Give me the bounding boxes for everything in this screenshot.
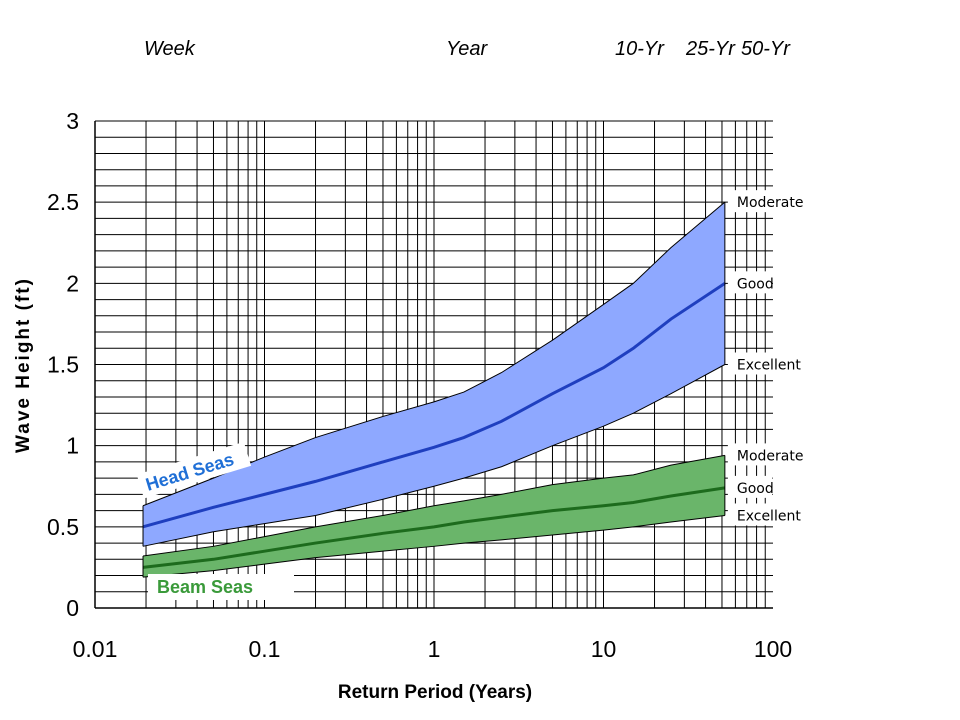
band-labels: Moderate Good Excellent Moderate Good Excelle… [727, 190, 816, 526]
y-tick-label: 2.5 [47, 189, 79, 215]
beam-seas-label-bg [148, 574, 294, 600]
band-label-lower: Excellent [737, 508, 801, 524]
top-label-50yr: 50-Yr [741, 38, 791, 60]
top-label-10yr: 10-Yr [615, 38, 665, 60]
y-tick-label: 0.5 [47, 514, 79, 540]
head-seas-center-line [142, 282, 726, 529]
head-seas-label-bg [136, 441, 252, 499]
beam-seas-label: Beam Seas [157, 577, 253, 597]
head-seas-upper-line [142, 201, 726, 507]
y-tick-label: 0 [66, 595, 79, 621]
top-label-year: Year [446, 38, 488, 60]
bands [142, 201, 726, 578]
y-tick-label: 1.5 [47, 352, 79, 378]
head-seas-band [143, 202, 725, 547]
band-label-bg [727, 271, 773, 294]
tick-labels: 0.01 0.1 1 10 100 0 0.5 1 1.5 2 2.5 3 [47, 108, 792, 662]
band-label-upper: Moderate [737, 195, 804, 211]
x-axis-title: Return Period (Years) [338, 682, 532, 703]
y-axis-title: Wave Height (ft) [13, 277, 34, 453]
x-tick-label: 1 [428, 636, 441, 662]
y-tick-label: 2 [66, 270, 79, 296]
band-label-upper: Moderate [737, 448, 804, 464]
beam-seas-upper-line [142, 454, 725, 557]
head-seas-lower-line [142, 364, 726, 547]
top-label-week: Week [144, 38, 196, 60]
band-label-bg [727, 503, 816, 526]
beam-seas-center-line [142, 486, 726, 569]
x-tick-label: 100 [754, 636, 792, 662]
band-label-bg [727, 352, 816, 375]
y-tick-label: 1 [66, 433, 79, 459]
x-tick-label: 0.01 [73, 636, 118, 662]
top-label-25yr: 25-Yr [685, 38, 736, 60]
band-label-center: Good [737, 481, 774, 497]
band-label-bg [727, 443, 807, 466]
band-label-lower: Excellent [737, 358, 801, 374]
beam-seas-lower-line [142, 514, 725, 578]
plot-frame [94, 121, 773, 609]
x-tick-label: 0.1 [249, 636, 281, 662]
y-tick-label: 3 [66, 108, 79, 134]
band-label-bg [727, 475, 773, 498]
band-label-center: Good [737, 276, 774, 292]
x-tick-label: 10 [591, 636, 617, 662]
band-label-bg [727, 190, 807, 213]
